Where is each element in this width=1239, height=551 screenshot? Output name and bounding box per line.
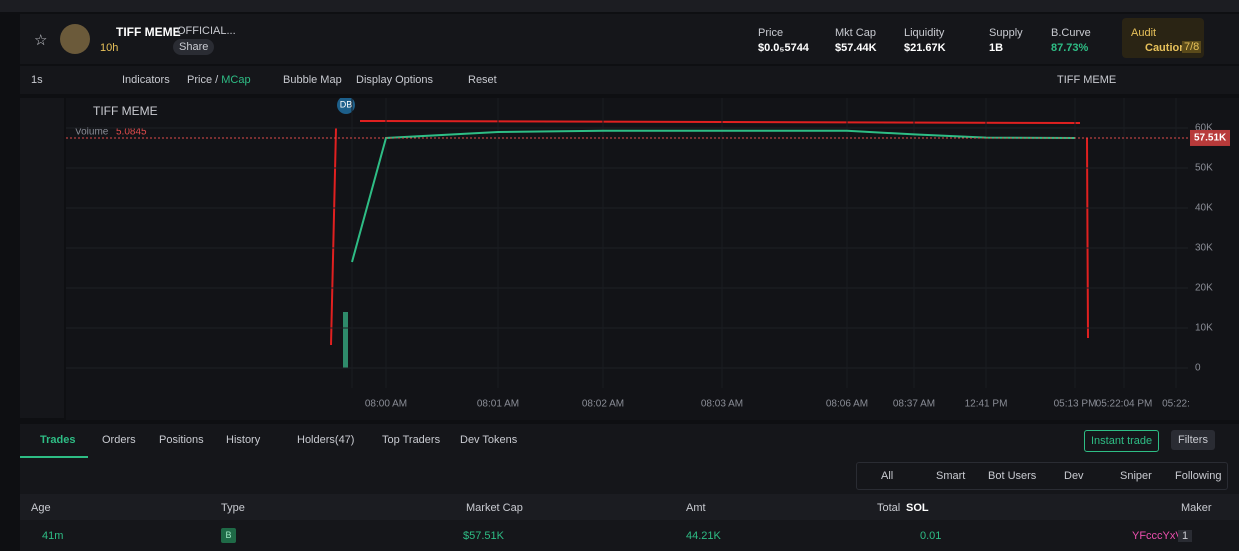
chart-title: TIFF MEME [93, 104, 158, 118]
audit-score: 7/8 [1182, 41, 1202, 53]
y-tick-label: 20K [1195, 283, 1213, 294]
display-options[interactable]: Display Options [356, 74, 434, 86]
filter-option[interactable]: Dev [1064, 470, 1084, 482]
token-subtitle: OFFICIAL... [177, 25, 236, 37]
price-toggle[interactable]: Price / MCap [187, 74, 251, 86]
last-price-label: 57.51K [1194, 133, 1227, 144]
x-tick-label: 05:22:04 PM [1096, 399, 1153, 410]
filter-option[interactable]: Following [1175, 470, 1222, 482]
drawing-tools [20, 98, 64, 418]
y-tick-label: 50K [1195, 163, 1213, 174]
audit-status: Caution [1145, 42, 1186, 54]
x-tick-label: 08:03 AM [701, 399, 743, 410]
mcap: MCap [221, 74, 251, 86]
stat-label: Price [758, 27, 784, 39]
x-tick-label: 08:01 AM [477, 399, 519, 410]
volume-bar [343, 312, 348, 368]
star[interactable]: ☆ [34, 32, 48, 49]
symbol[interactable]: TIFF MEME [1057, 74, 1117, 86]
tab[interactable]: Top Traders [382, 434, 441, 446]
tab[interactable]: Dev Tokens [460, 434, 518, 446]
volume-label: Volume [75, 127, 109, 138]
tab[interactable]: Trades [40, 434, 76, 446]
table-header [20, 494, 1239, 520]
audit-label: Audit [1131, 27, 1157, 39]
x-tick-label: 12:41 PM [965, 399, 1008, 410]
toolbar: 1s Indicators Price / MCap Bubble Map Di… [20, 66, 1239, 94]
filter-option[interactable]: Sniper [1120, 470, 1152, 482]
type-badge: B [221, 528, 236, 543]
stat-value: $0.0₅5744 [758, 42, 809, 54]
stat-value: 87.73% [1051, 42, 1089, 54]
column-header: Total [877, 502, 901, 514]
column-header: Amt [686, 502, 706, 514]
column-header: Type [221, 502, 245, 514]
tab[interactable]: Orders [102, 434, 136, 446]
filters[interactable]: Filters [1171, 430, 1215, 450]
annotation-arrows [330, 120, 1089, 346]
x-tick-label: 08:06 AM [826, 399, 868, 410]
token-name: TIFF MEME [116, 25, 181, 39]
column-header: Age [31, 502, 51, 514]
last-price-box [1190, 129, 1230, 146]
header: ☆ TIFF MEME OFFICIAL... 10h Share Price … [20, 14, 1239, 64]
column-header: Maker [1181, 502, 1212, 514]
tab-underline [20, 456, 88, 458]
volume-value: 5.0845 [116, 127, 147, 138]
x-tick-label: 08:37 AM [893, 399, 935, 410]
filter-option[interactable]: Smart [936, 470, 966, 482]
trades-panel: Instant trade Filters B Trades Orders Posi… [20, 424, 1239, 551]
marker: DB [340, 99, 353, 109]
table-cell: 0.01 [920, 530, 942, 542]
y-tick-label: 10K [1195, 323, 1213, 334]
bubble-map[interactable]: Bubble Map [283, 74, 342, 86]
x-tick-label: 08:02 AM [582, 399, 624, 410]
y-tick-label: 60K [1195, 123, 1213, 134]
age: 10h [100, 42, 119, 54]
stat-label: Liquidity [904, 27, 945, 39]
table-cell: 44.21K [686, 530, 721, 542]
stat-value: 1B [989, 42, 1004, 54]
column-header: SOL [906, 502, 929, 514]
x-tick-label: 05:22: [1162, 399, 1190, 410]
tab[interactable]: Positions [159, 434, 204, 446]
y-tick-label: 30K [1195, 243, 1213, 254]
stat-value: $57.44K [835, 42, 877, 54]
filter-option[interactable]: All [881, 470, 894, 482]
table-cell: 1 [1178, 530, 1193, 542]
avatar [60, 24, 90, 54]
price-line [351, 129, 1076, 263]
plot-bg [66, 98, 1239, 420]
tab[interactable]: History [226, 434, 261, 446]
column-header: Market Cap [466, 502, 523, 514]
filter-option[interactable]: Bot Users [988, 470, 1037, 482]
x-tick-label: 05:13 PM [1054, 399, 1097, 410]
stat-label: Mkt Cap [835, 27, 876, 39]
marker-bg [337, 98, 355, 114]
stat-value: $21.67K [904, 42, 946, 54]
stat-label: Supply [989, 27, 1023, 39]
reset[interactable]: Reset [468, 74, 497, 86]
chart: TIFF MEME Volume 5.0845 DB 0 10K 20K 30K 40K… [66, 98, 1239, 420]
table-cell: 41m [42, 530, 64, 542]
share-button[interactable]: Share [173, 39, 215, 55]
x-tick-label: 08:00 AM [365, 399, 407, 410]
y-tick-label: 40K [1195, 203, 1213, 214]
interval[interactable]: 1s [31, 74, 43, 86]
ticker-strip [0, 0, 1239, 12]
table-cell: YFcccYxV [1132, 530, 1183, 542]
y-tick-label: 0 [1195, 363, 1201, 374]
tab[interactable]: Holders(47) [297, 434, 355, 446]
table-cell: $57.51K [463, 530, 504, 542]
instant-trade[interactable]: Instant trade [1084, 430, 1160, 452]
stat-label: B.Curve [1051, 27, 1091, 39]
filter-bar [856, 462, 1228, 490]
indicators[interactable]: Indicators [122, 74, 170, 86]
price: Price [187, 74, 213, 86]
